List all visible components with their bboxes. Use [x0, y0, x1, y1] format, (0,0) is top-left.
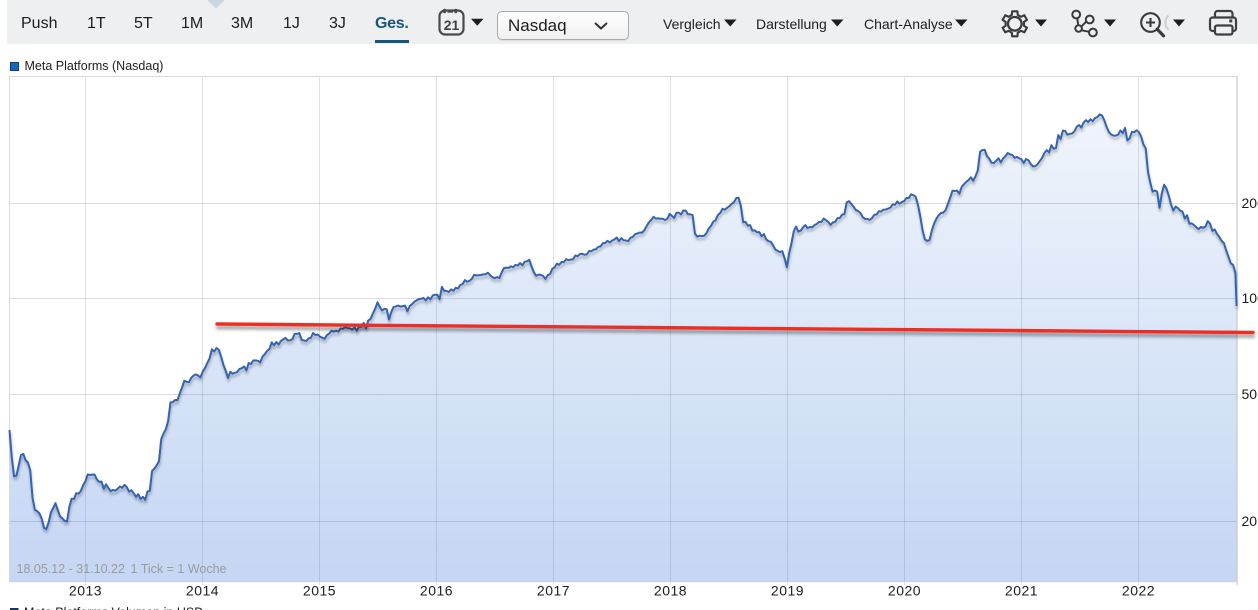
- svg-text:2016: 2016: [420, 583, 453, 599]
- svg-text:2017: 2017: [537, 583, 570, 599]
- svg-text:1 Tick = 1 Woche: 1 Tick = 1 Woche: [131, 562, 227, 576]
- svg-text:2021: 2021: [1005, 583, 1038, 599]
- svg-text:2013: 2013: [69, 583, 102, 599]
- svg-text:2018: 2018: [654, 583, 687, 599]
- svg-text:200: 200: [1242, 195, 1258, 211]
- svg-text:2019: 2019: [771, 583, 804, 599]
- svg-text:Meta Platforms Volumen in USD: Meta Platforms Volumen in USD: [24, 606, 203, 610]
- svg-text:21: 21: [444, 17, 460, 33]
- svg-text:2014: 2014: [186, 583, 219, 599]
- svg-text:2015: 2015: [303, 583, 336, 599]
- svg-text:50: 50: [1242, 386, 1258, 402]
- svg-text:18.05.12 - 31.10.22: 18.05.12 - 31.10.22: [17, 562, 125, 576]
- svg-text:100: 100: [1242, 290, 1258, 306]
- svg-text:20: 20: [1242, 513, 1258, 529]
- svg-text:2020: 2020: [888, 583, 921, 599]
- svg-text:2022: 2022: [1122, 583, 1155, 599]
